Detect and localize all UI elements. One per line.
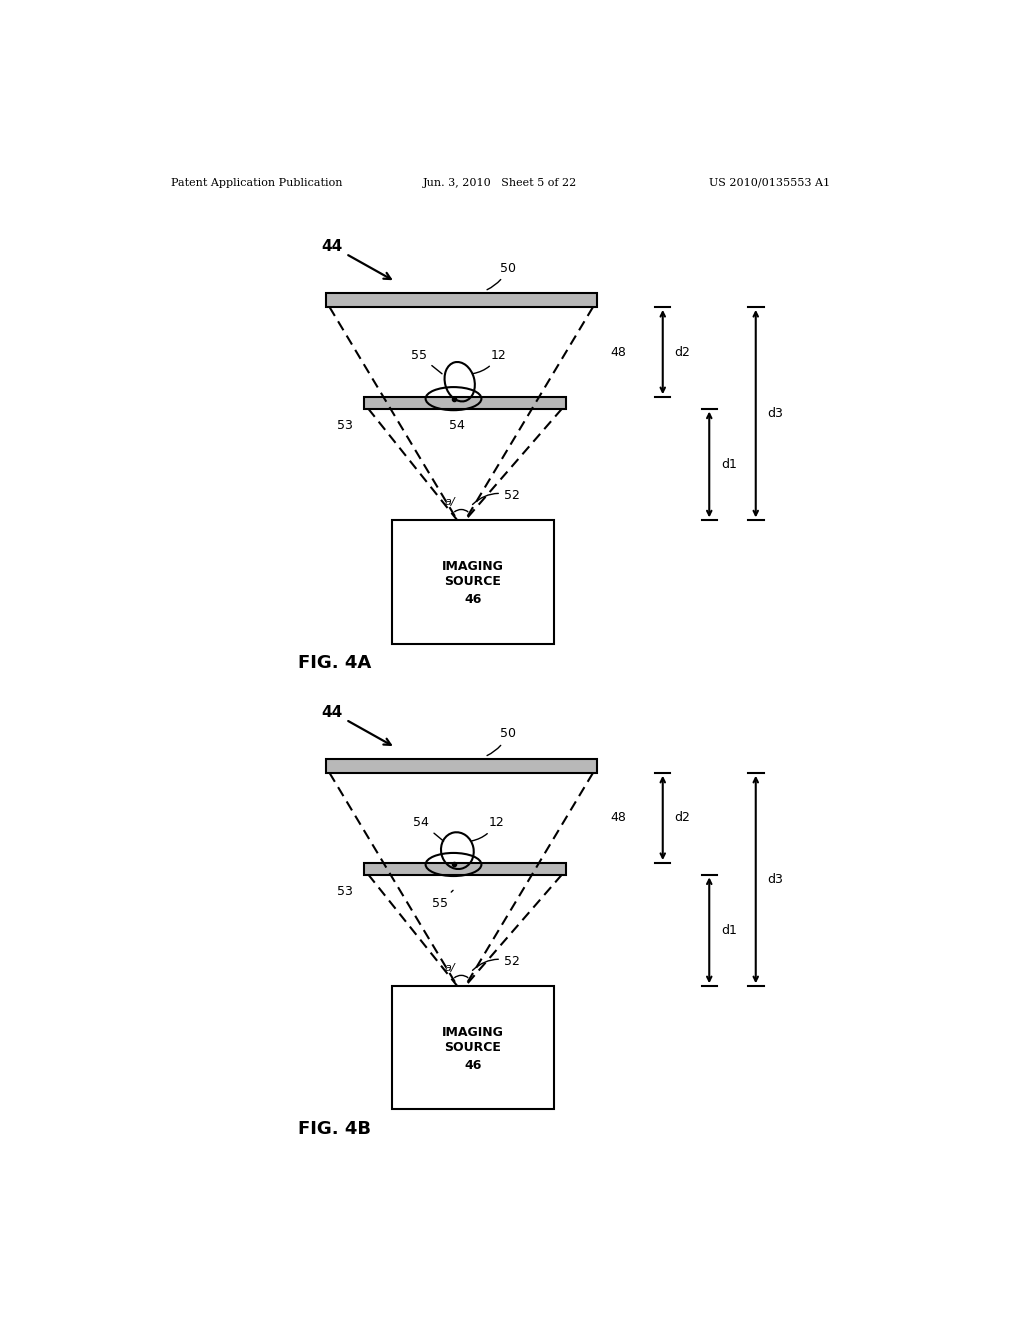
Text: 12: 12 bbox=[472, 816, 504, 841]
Text: a/: a/ bbox=[444, 496, 455, 507]
Text: IMAGING: IMAGING bbox=[442, 560, 504, 573]
Text: d3: d3 bbox=[767, 873, 783, 886]
Bar bbox=[326, 759, 597, 774]
Text: FIG. 4A: FIG. 4A bbox=[299, 653, 372, 672]
Text: US 2010/0135553 A1: US 2010/0135553 A1 bbox=[710, 178, 830, 187]
Text: 54: 54 bbox=[414, 816, 443, 841]
Text: FIG. 4B: FIG. 4B bbox=[299, 1119, 372, 1138]
Text: 55: 55 bbox=[432, 890, 453, 909]
Bar bbox=[326, 293, 597, 308]
Text: IMAGING: IMAGING bbox=[442, 1026, 504, 1039]
Bar bbox=[365, 397, 566, 409]
Text: 12: 12 bbox=[473, 348, 507, 374]
Text: SOURCE: SOURCE bbox=[444, 576, 502, 589]
Text: 52: 52 bbox=[472, 488, 520, 504]
Text: 46: 46 bbox=[464, 1059, 481, 1072]
Text: Jun. 3, 2010   Sheet 5 of 22: Jun. 3, 2010 Sheet 5 of 22 bbox=[423, 178, 577, 187]
Text: 48: 48 bbox=[611, 346, 627, 359]
Text: 50: 50 bbox=[487, 261, 516, 289]
Text: 44: 44 bbox=[322, 705, 391, 744]
Text: Patent Application Publication: Patent Application Publication bbox=[171, 178, 342, 187]
Bar bbox=[391, 986, 554, 1109]
Bar bbox=[365, 863, 566, 875]
Text: 48: 48 bbox=[611, 812, 627, 825]
Text: 54: 54 bbox=[450, 418, 465, 432]
Text: SOURCE: SOURCE bbox=[444, 1041, 502, 1055]
Text: d1: d1 bbox=[721, 458, 736, 471]
Text: d3: d3 bbox=[767, 407, 783, 420]
Text: 50: 50 bbox=[487, 727, 516, 755]
Text: d2: d2 bbox=[675, 812, 690, 825]
Bar bbox=[391, 520, 554, 644]
Text: 46: 46 bbox=[464, 593, 481, 606]
Text: 53: 53 bbox=[337, 884, 352, 898]
Text: 53: 53 bbox=[337, 418, 352, 432]
Text: 55: 55 bbox=[411, 348, 442, 374]
Text: a/: a/ bbox=[444, 962, 455, 973]
Text: 44: 44 bbox=[322, 239, 391, 279]
Text: d2: d2 bbox=[675, 346, 690, 359]
Text: 52: 52 bbox=[472, 954, 520, 970]
Text: d1: d1 bbox=[721, 924, 736, 937]
